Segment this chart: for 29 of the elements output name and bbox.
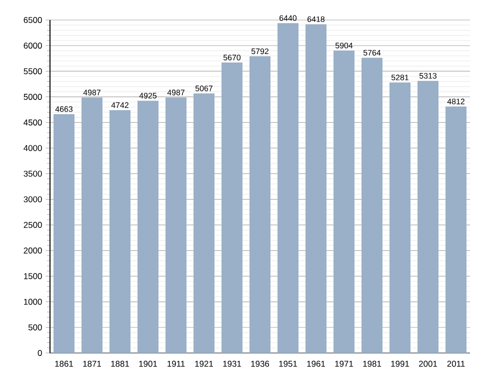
y-tick-label: 3500 <box>24 170 42 177</box>
y-tick-label: 2000 <box>24 248 42 254</box>
x-tick-label: 1881 <box>111 360 130 367</box>
y-tick-label: 4000 <box>24 145 42 152</box>
y-tick-label: 5000 <box>24 94 42 100</box>
y-tick-label: 1000 <box>24 298 42 305</box>
x-tick-label: 1861 <box>55 360 74 367</box>
x-tick-label: 1911 <box>168 360 185 367</box>
x-tick-label: 1981 <box>363 360 382 367</box>
x-tick-label: 1871 <box>83 360 102 367</box>
y-tick-label: 1500 <box>24 273 42 280</box>
y-tick-label: 6500 <box>24 17 42 23</box>
y-tick-label: 5500 <box>24 68 42 74</box>
x-tick-label: 1931 <box>223 360 242 367</box>
x-tick-label: 1921 <box>195 360 214 367</box>
y-tick-label: 3000 <box>24 196 42 202</box>
x-tick-label: 1971 <box>335 360 354 367</box>
x-tick-label: 1961 <box>307 360 326 367</box>
y-tick-label: 4500 <box>24 119 42 126</box>
x-tick-label: 1991 <box>391 360 410 367</box>
x-tick-label: 2011 <box>447 360 465 367</box>
x-tick-label: 1936 <box>251 360 270 367</box>
y-tick-label: 500 <box>28 324 42 330</box>
y-tick-label: 6000 <box>24 42 42 49</box>
x-tick-label: 1951 <box>279 360 298 367</box>
y-tick-label: 0 <box>38 350 42 356</box>
x-tick-label: 1901 <box>139 360 158 367</box>
y-tick-label: 2500 <box>24 222 42 228</box>
x-tick-label: 2001 <box>419 360 438 367</box>
